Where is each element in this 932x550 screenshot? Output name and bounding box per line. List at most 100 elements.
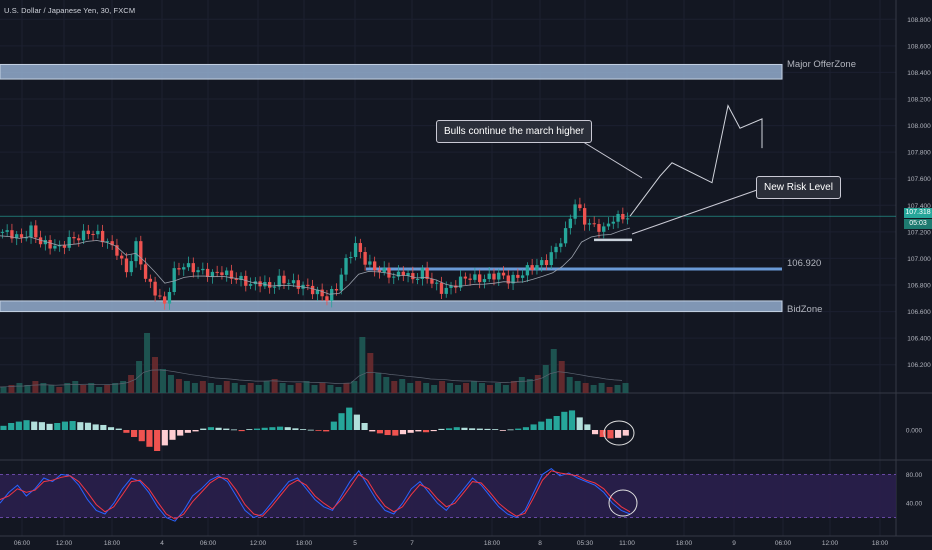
momentum-bar: [369, 430, 376, 432]
y-tick-label: 107.200: [907, 229, 931, 236]
candle-body: [143, 264, 148, 279]
candle-body: [420, 267, 425, 279]
candle-body: [105, 241, 110, 243]
rsi-highlight-circle: [608, 489, 638, 517]
volume-bar: [343, 383, 350, 393]
volume-bar: [510, 381, 517, 393]
momentum-bar: [154, 430, 161, 451]
y-tick-label: 106.400: [907, 336, 931, 343]
candle-body: [368, 261, 372, 265]
bulls-callout[interactable]: Bulls continue the march higher: [436, 120, 593, 143]
momentum-bar: [384, 430, 391, 436]
candle-body: [449, 285, 453, 288]
volume-bar: [247, 383, 254, 393]
momentum-bar: [138, 430, 145, 442]
x-tick-label: 12:00: [250, 540, 267, 547]
volume-bar: [8, 385, 15, 393]
projection-path: [629, 104, 763, 217]
momentum-bar: [38, 422, 45, 430]
x-tick-label: 9: [732, 540, 736, 547]
candle-body: [578, 204, 582, 209]
momentum-bar: [599, 430, 606, 437]
candle-body: [267, 282, 272, 288]
volume-bar: [439, 381, 446, 393]
candle-body: [387, 267, 391, 278]
x-tick-label: 18:00: [104, 540, 121, 547]
volume-bar: [383, 377, 390, 393]
candle-body: [153, 281, 157, 296]
candle-body: [86, 230, 90, 234]
candle-body: [621, 213, 625, 220]
candle-body: [339, 274, 343, 291]
momentum-bar: [615, 430, 622, 438]
volume-bar: [486, 385, 493, 393]
momentum-bar: [415, 430, 422, 432]
x-tick-label: 11:00: [619, 540, 635, 547]
x-tick-label: 7: [410, 540, 414, 547]
candle-body: [468, 278, 472, 280]
momentum-bar: [461, 427, 468, 430]
candle-body: [415, 278, 420, 280]
candle-body: [5, 230, 9, 232]
volume-bar: [16, 383, 23, 393]
volume-bar: [175, 379, 182, 393]
volume-bar: [319, 383, 326, 393]
candle-body: [625, 218, 630, 220]
rsi-d-line: [0, 470, 631, 520]
momentum-bar: [261, 427, 268, 430]
momentum-bar: [276, 426, 284, 430]
zone-rect: [0, 63, 783, 80]
volume-bar: [327, 385, 334, 393]
volume-bar: [550, 349, 557, 393]
volume-bar: [534, 375, 541, 393]
x-tick-label: 18:00: [484, 540, 501, 547]
candle-body: [568, 218, 573, 229]
risk-callout[interactable]: New Risk Level: [756, 176, 841, 199]
candle-body: [501, 272, 506, 276]
volume-bar: [566, 377, 573, 393]
momentum-bar: [338, 413, 345, 430]
momentum-bar: [15, 421, 22, 430]
momentum-bar: [515, 428, 522, 430]
level-106920-label: 106.920: [787, 258, 822, 269]
volume-bar: [191, 383, 198, 393]
momentum-bar: [553, 416, 560, 430]
volume-bar: [40, 383, 47, 393]
momentum-bar: [77, 422, 84, 430]
momentum-bar: [207, 427, 214, 430]
x-tick-label: 06:00: [775, 540, 792, 547]
momentum-bar: [530, 424, 537, 430]
candle-body: [229, 270, 234, 279]
candle-body: [177, 268, 181, 270]
candle-body: [19, 234, 24, 238]
bid-zone-label: BidZone: [787, 304, 823, 315]
momentum-bar: [192, 430, 199, 432]
volume-bar: [359, 337, 366, 393]
momentum-bar: [31, 421, 38, 430]
momentum-bar: [492, 429, 499, 430]
candle-body: [435, 282, 439, 284]
x-tick-label: 18:00: [872, 540, 889, 547]
candle-body: [559, 243, 563, 247]
momentum-bar: [568, 410, 576, 430]
candle-body: [162, 296, 167, 304]
volume-bar: [80, 385, 87, 393]
y-tick-label: 108.000: [907, 123, 931, 130]
volume-bar: [152, 357, 158, 393]
candle-body: [134, 241, 138, 262]
momentum-bar: [161, 430, 168, 446]
candle-body: [392, 276, 396, 278]
candle-body: [272, 286, 277, 288]
volume-bar: [526, 379, 533, 393]
candle-body: [24, 237, 28, 239]
candle-body: [220, 272, 224, 276]
x-tick-label: 12:00: [822, 540, 839, 547]
candle-body: [282, 275, 286, 284]
candle-body: [239, 275, 243, 280]
volume-bar: [255, 385, 262, 393]
volume-bar: [502, 385, 509, 393]
candle-body: [315, 289, 320, 295]
y-tick-label: 107.800: [907, 150, 931, 157]
volume-bar: [136, 361, 143, 393]
